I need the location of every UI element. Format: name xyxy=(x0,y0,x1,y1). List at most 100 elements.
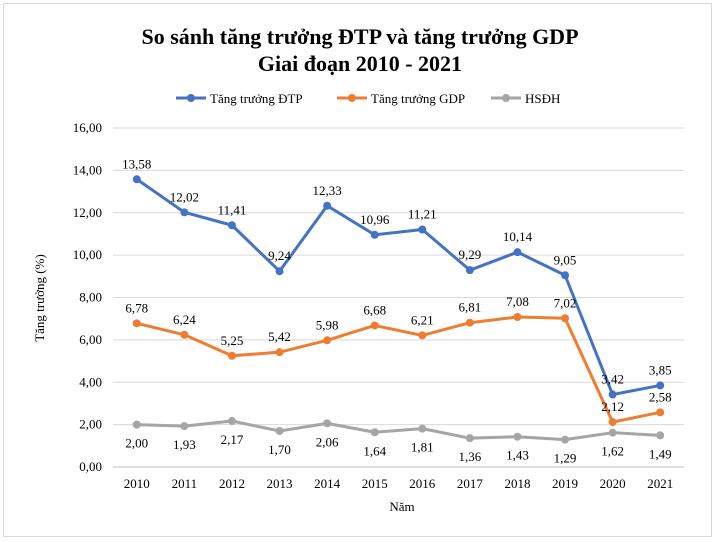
data-label: 2,06 xyxy=(316,434,339,449)
data-point xyxy=(465,318,474,327)
data-point xyxy=(465,434,474,443)
x-tick-label: 2016 xyxy=(409,476,436,491)
legend-label: Tăng trưởng ĐTP xyxy=(210,91,303,106)
data-label: 9,05 xyxy=(554,252,577,267)
data-label: 1,93 xyxy=(173,437,196,452)
y-tick-label: 8,00 xyxy=(79,290,102,305)
data-point xyxy=(418,331,427,340)
chart-title: So sánh tăng trưởng ĐTP và tăng trưởng G… xyxy=(141,24,578,49)
x-tick-label: 2010 xyxy=(124,476,150,491)
x-tick-label: 2015 xyxy=(362,476,388,491)
data-label: 1,70 xyxy=(268,442,291,457)
data-point xyxy=(608,418,617,427)
y-tick-label: 10,00 xyxy=(73,247,102,262)
legend-label: Tăng trưởng GDP xyxy=(371,91,465,106)
data-label: 5,25 xyxy=(221,333,244,348)
legend-marker xyxy=(348,94,356,102)
data-point xyxy=(132,420,141,429)
data-label: 1,29 xyxy=(554,451,577,466)
legend-marker xyxy=(187,94,195,102)
x-tick-label: 2014 xyxy=(314,476,341,491)
y-tick-label: 14,00 xyxy=(73,162,102,177)
data-point xyxy=(465,266,474,275)
y-tick-label: 16,00 xyxy=(73,120,102,135)
data-point xyxy=(227,351,236,360)
data-label: 1,43 xyxy=(506,448,529,463)
data-label: 5,42 xyxy=(268,329,291,344)
data-label: 6,68 xyxy=(363,302,386,317)
data-point xyxy=(132,175,141,184)
x-tick-label: 2020 xyxy=(600,476,626,491)
chart-border xyxy=(3,3,712,537)
data-point xyxy=(513,312,522,321)
data-point xyxy=(227,417,236,426)
data-point xyxy=(656,408,665,417)
data-label: 7,08 xyxy=(506,294,529,309)
data-point xyxy=(180,208,189,217)
y-tick-label: 0,00 xyxy=(79,459,102,474)
data-point xyxy=(180,330,189,339)
x-tick-label: 2018 xyxy=(504,476,530,491)
data-label: 6,78 xyxy=(125,300,148,315)
data-point xyxy=(370,321,379,330)
data-label: 3,42 xyxy=(601,372,624,387)
data-label: 5,98 xyxy=(316,317,339,332)
data-label: 12,02 xyxy=(170,189,199,204)
data-point xyxy=(561,271,570,280)
data-point xyxy=(370,428,379,437)
x-tick-label: 2017 xyxy=(457,476,484,491)
data-label: 10,96 xyxy=(360,212,390,227)
y-tick-label: 12,00 xyxy=(73,205,102,220)
data-point xyxy=(275,348,284,357)
data-point xyxy=(608,390,617,399)
data-label: 2,12 xyxy=(601,399,624,414)
x-axis-label: Năm xyxy=(389,499,414,514)
y-axis-label: Tăng trưởng (%) xyxy=(32,254,47,342)
data-label: 1,81 xyxy=(411,440,434,455)
data-label: 10,14 xyxy=(503,229,533,244)
data-label: 1,62 xyxy=(601,444,624,459)
data-point xyxy=(132,319,141,328)
data-point xyxy=(180,422,189,431)
data-label: 1,64 xyxy=(363,443,386,458)
data-point xyxy=(513,432,522,441)
data-label: 2,00 xyxy=(125,436,148,451)
series-line xyxy=(136,315,661,424)
y-tick-label: 4,00 xyxy=(79,374,102,389)
data-point xyxy=(275,267,284,276)
data-label: 9,24 xyxy=(268,248,291,263)
data-point xyxy=(561,314,570,323)
legend-marker xyxy=(502,94,510,102)
data-label: 2,58 xyxy=(649,389,672,404)
data-point xyxy=(418,424,427,433)
data-label: 13,58 xyxy=(122,156,151,171)
data-point xyxy=(370,230,379,239)
data-label: 2,17 xyxy=(221,432,244,447)
data-label: 6,81 xyxy=(459,300,482,315)
x-tick-label: 2012 xyxy=(219,476,245,491)
x-tick-label: 2011 xyxy=(172,476,198,491)
series-line xyxy=(135,178,661,397)
data-label: 9,29 xyxy=(459,247,482,262)
data-label: 7,02 xyxy=(554,295,577,310)
data-label: 6,21 xyxy=(411,312,434,327)
data-point xyxy=(323,336,332,345)
data-label: 3,85 xyxy=(649,362,672,377)
chart-subtitle: Giai đoạn 2010 - 2021 xyxy=(258,51,462,76)
data-point xyxy=(323,419,332,428)
legend-label: HSĐH xyxy=(525,91,560,106)
data-label: 11,41 xyxy=(218,202,247,217)
data-label: 1,49 xyxy=(649,446,672,461)
data-label: 1,36 xyxy=(459,449,482,464)
x-tick-label: 2013 xyxy=(267,476,293,491)
data-point xyxy=(418,225,427,234)
series-line xyxy=(136,419,661,442)
data-label: 6,24 xyxy=(173,312,196,327)
data-point xyxy=(227,221,236,230)
y-tick-label: 6,00 xyxy=(79,332,102,347)
x-tick-label: 2021 xyxy=(647,476,673,491)
data-label: 12,33 xyxy=(313,183,342,198)
data-point xyxy=(656,381,665,390)
